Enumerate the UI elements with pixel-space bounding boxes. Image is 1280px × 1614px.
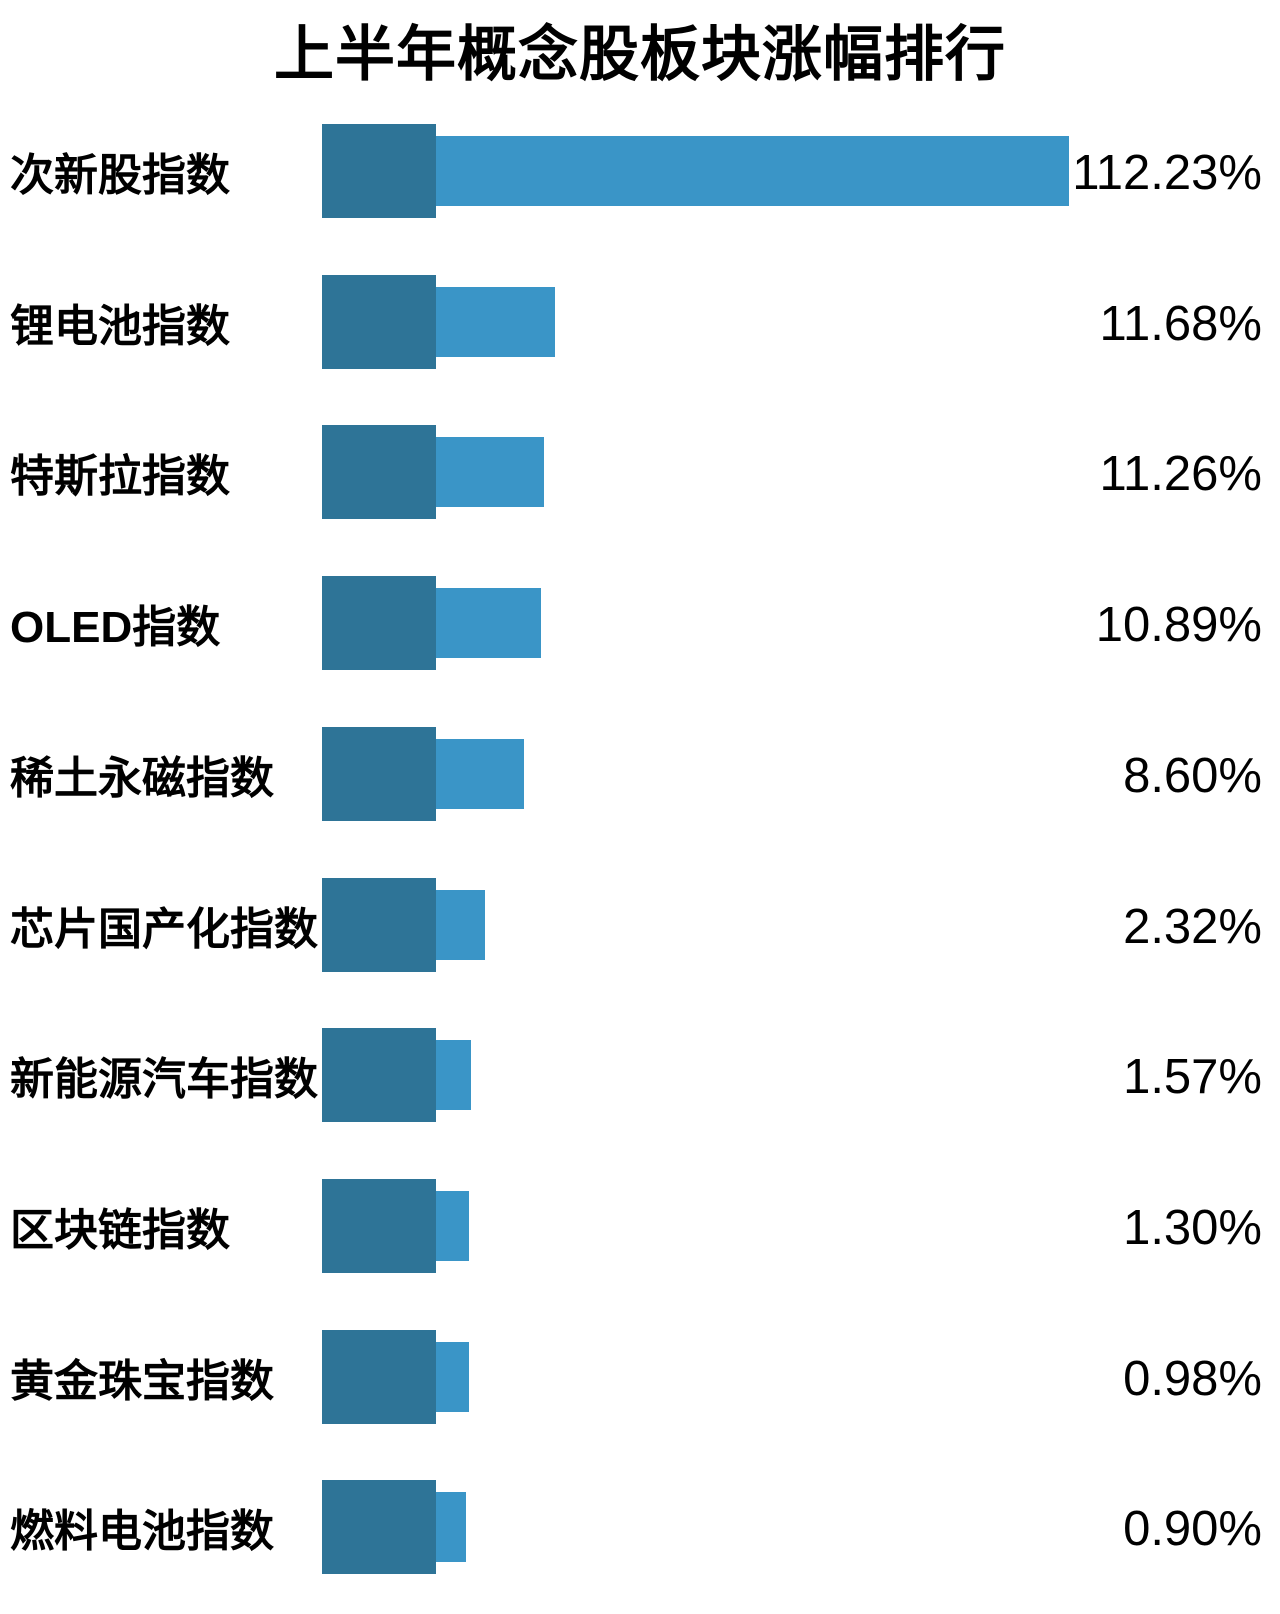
- value-label: 112.23%: [1072, 146, 1262, 200]
- category-label: 燃料电池指数: [10, 1507, 274, 1556]
- bar-cap: [322, 1480, 436, 1574]
- category-label: 芯片国产化指数: [10, 905, 318, 954]
- category-label: 区块链指数: [10, 1206, 230, 1255]
- bar-cap: [322, 576, 436, 670]
- value-label: 10.89%: [1095, 598, 1262, 652]
- value-label: 2.32%: [1123, 900, 1262, 954]
- value-label: 0.90%: [1123, 1502, 1262, 1556]
- chart-row: 稀土永磁指数 8.60%: [0, 727, 1280, 821]
- value-bar: [426, 287, 555, 357]
- chart-row: OLED指数 10.89%: [0, 576, 1280, 670]
- value-bar: [426, 588, 541, 658]
- value-label: 1.57%: [1123, 1050, 1262, 1104]
- value-bar: [426, 136, 1069, 206]
- value-label: 8.60%: [1123, 749, 1262, 803]
- category-label: 次新股指数: [10, 151, 230, 200]
- bar-cap: [322, 1179, 436, 1273]
- value-label: 1.30%: [1123, 1201, 1262, 1255]
- bar-cap: [322, 1028, 436, 1122]
- bar-cap: [322, 1330, 436, 1424]
- chart-row: 新能源汽车指数 1.57%: [0, 1028, 1280, 1122]
- chart-row: 黄金珠宝指数 0.98%: [0, 1330, 1280, 1424]
- chart-row: 燃料电池指数 0.90%: [0, 1480, 1280, 1574]
- category-label: 特斯拉指数: [10, 452, 230, 501]
- bar-cap: [322, 275, 436, 369]
- chart-row: 芯片国产化指数 2.32%: [0, 878, 1280, 972]
- bar-cap: [322, 727, 436, 821]
- category-label: 黄金珠宝指数: [10, 1357, 274, 1406]
- bar-cap: [322, 878, 436, 972]
- chart-row: 次新股指数 112.23%: [0, 124, 1280, 218]
- value-label: 11.68%: [1099, 297, 1262, 351]
- category-label: 稀土永磁指数: [10, 754, 274, 803]
- bar-cap: [322, 425, 436, 519]
- chart-row: 区块链指数 1.30%: [0, 1179, 1280, 1273]
- value-label: 0.98%: [1123, 1352, 1262, 1406]
- value-bar: [426, 739, 524, 809]
- value-bar: [426, 437, 544, 507]
- chart-title: 上半年概念股板块涨幅排行: [274, 21, 1006, 88]
- category-label: OLED指数: [10, 603, 221, 652]
- chart-row: 锂电池指数 11.68%: [0, 275, 1280, 369]
- value-label: 11.26%: [1099, 447, 1262, 501]
- chart-row: 特斯拉指数 11.26%: [0, 425, 1280, 519]
- category-label: 锂电池指数: [10, 302, 230, 351]
- category-label: 新能源汽车指数: [10, 1055, 318, 1104]
- bar-cap: [322, 124, 436, 218]
